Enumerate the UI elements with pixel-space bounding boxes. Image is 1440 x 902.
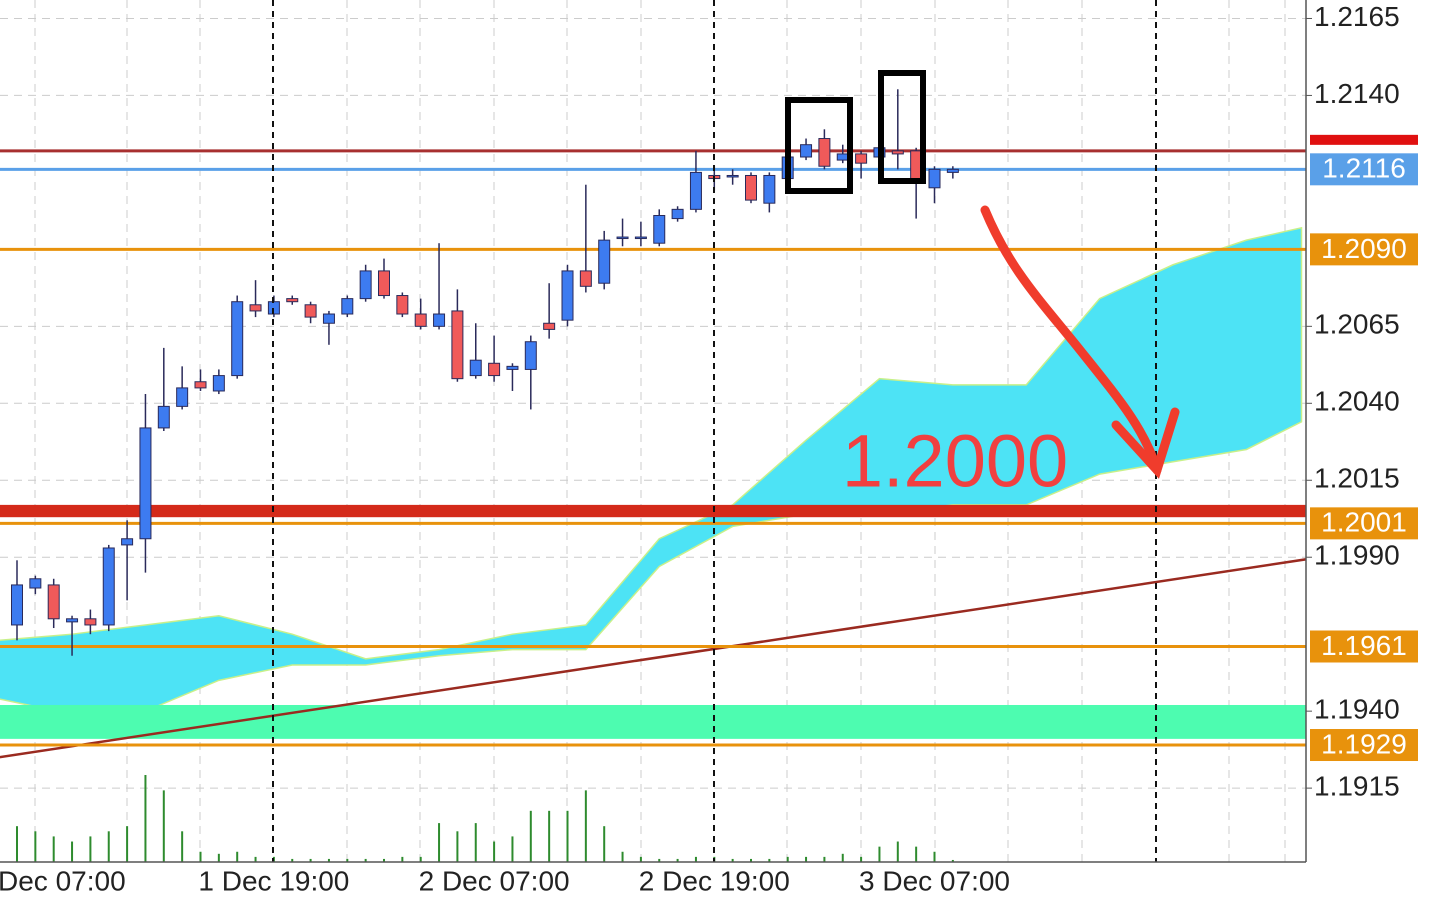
x-tick-label: 2 Dec 19:00 (639, 865, 790, 896)
candle-body (689, 171, 702, 210)
candle-body (891, 150, 904, 155)
candle-body (818, 138, 831, 167)
candle-body (29, 578, 42, 589)
candle-body (745, 174, 757, 201)
annotation: 1.2000 (842, 420, 1068, 503)
candle-body (616, 236, 629, 240)
y-tick-label: 1.2015 (1314, 463, 1400, 494)
candle-body (157, 405, 170, 429)
x-tick-label: 1 Dec 19:00 (198, 865, 349, 896)
level-label: 1.2090 (1321, 233, 1407, 264)
zone (0, 504, 1306, 518)
level-label: 1.1961 (1321, 630, 1407, 661)
y-tick-label: 1.2140 (1314, 78, 1400, 109)
candle-body (84, 618, 97, 626)
candle-body (671, 208, 684, 220)
cloud (0, 226, 1303, 715)
candle-body (506, 365, 519, 370)
candle-body (322, 313, 335, 324)
candle-body (304, 304, 317, 318)
candle-body (433, 313, 446, 327)
candle-body (194, 381, 207, 389)
candle-body (102, 547, 115, 626)
level-label-bg (1310, 630, 1418, 663)
candle-body (543, 322, 556, 330)
arrow (980, 205, 1180, 479)
level-label-bg (1310, 729, 1418, 762)
candle-body (231, 301, 244, 377)
x-tick-label: 3 Dec 07:00 (859, 865, 1010, 896)
y-tick-label: 1.2040 (1314, 386, 1400, 417)
candle-body (579, 270, 592, 287)
candle-body (561, 270, 574, 321)
candle-body (928, 168, 941, 189)
candle-body (359, 270, 372, 300)
y-tick-label: 1.1990 (1314, 540, 1400, 571)
level-label-bg (1310, 134, 1418, 145)
y-tick-label: 1.1940 (1314, 694, 1400, 725)
day-separators (272, 0, 1157, 862)
level-label-bg (1310, 507, 1418, 540)
x-tick-label: 2 Dec 07:00 (419, 865, 570, 896)
y-tick-label: 1.2165 (1314, 1, 1400, 32)
level-label-bg (1310, 153, 1418, 186)
candle-body (396, 295, 409, 315)
level-label: 1.1929 (1321, 728, 1407, 759)
level-label: 1.2116 (1322, 153, 1406, 184)
candle-body (469, 359, 482, 377)
candle-body (212, 375, 225, 392)
candle-body (47, 584, 60, 620)
level-label-bg (1310, 233, 1418, 266)
trendline (0, 558, 1306, 759)
candle-body (451, 310, 464, 380)
candle-body (524, 341, 537, 370)
candle-body (653, 215, 666, 244)
candle-body (121, 538, 134, 546)
candle-body (946, 168, 959, 173)
candle-body (634, 236, 647, 240)
candle-body (726, 174, 739, 178)
candle-body (763, 174, 776, 204)
candle-body (378, 270, 390, 297)
plot-area (0, 149, 1306, 759)
y-tick-label: 1.2065 (1314, 309, 1400, 340)
candle-body (249, 304, 262, 312)
x-tick-label: Dec 07:00 (0, 865, 126, 896)
candle-body (176, 387, 189, 407)
level-label: 1.2001 (1321, 507, 1407, 538)
candle-body (855, 153, 868, 164)
candle-body (66, 618, 79, 623)
candle-body (836, 153, 849, 161)
candle-body (341, 298, 354, 315)
candle-body (598, 239, 611, 284)
candle-body (286, 298, 299, 303)
candle-body (488, 362, 501, 377)
candle-body (414, 313, 427, 327)
highlight-boxes (785, 70, 926, 194)
zone (0, 704, 1306, 739)
y-tick-label: 1.1915 (1314, 771, 1400, 802)
axis-labels: 1.2165 1.2140 1.2065 1.2040 1.2015 1.1990 1.19… (0, 1, 1418, 896)
candle-body (800, 144, 813, 158)
candle-body (139, 427, 152, 540)
candle-body (11, 584, 23, 626)
